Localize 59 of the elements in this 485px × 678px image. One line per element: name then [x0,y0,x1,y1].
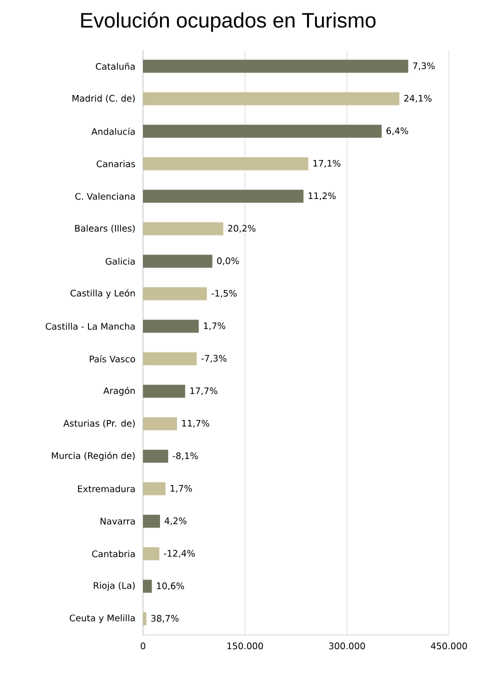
x-tick-label: 450.000 [430,642,467,650]
bar [143,287,207,300]
annotation: 4,2% [164,517,186,526]
y-tick-label: Castilla y León [70,289,135,298]
y-tick-label: Andalucía [91,128,135,135]
y-tick-label: Rioja (La) [94,582,135,591]
y-tick-label: Asturias (Pr. de) [63,420,135,428]
y-tick-label: Navarra [100,518,135,525]
bar [143,124,382,138]
bar [143,547,160,560]
y-tick-label: Extremadura [78,485,135,492]
x-tick-label: 0 [140,642,146,650]
chart-title: Evolución ocupados en Turismo [81,12,376,32]
x-tick-label: 300.000 [329,642,365,650]
y-tick-label: Aragón [103,386,135,396]
bar [143,450,168,463]
y-tick-label: Cataluña [96,62,135,70]
annotation: -7,3% [201,354,226,363]
y-tick-label: Cantabria [92,550,135,558]
x-tick-label: 150.000 [227,642,263,650]
bar [143,157,308,170]
annotation: 11,7% [182,420,210,428]
y-tick-label: Balears (Illes) [75,224,135,233]
bar [143,190,304,203]
bar [143,417,177,430]
bar [143,320,199,333]
bar [143,482,166,496]
y-tick-label: Madrid (C. de) [72,94,135,103]
bar [143,580,152,593]
bar [143,222,224,236]
bar [143,612,146,626]
annotation: 1,7% [204,322,226,330]
annotation: 10,6% [157,582,184,590]
bar [143,92,400,106]
bar [143,352,197,366]
annotation: 24,1% [404,94,432,103]
y-tick-label: País Vasco [90,355,136,362]
annotation: 6,4% [386,127,408,136]
annotation: 0,0% [217,257,239,266]
y-tick-label: Castilla - La Mancha [46,322,135,330]
y-tick-label: Galicia [106,258,135,265]
y-tick-label: Canarias [96,160,136,168]
y-tick-label: Murcia (Región de) [52,452,135,461]
annotation: 20,2% [228,224,256,233]
bar [143,514,160,528]
bar [143,60,408,73]
y-tick-label: C. Valenciana [75,192,135,200]
bar [143,254,212,268]
annotation: 7,3% [413,62,435,70]
bar [143,384,186,398]
annotation: 38,7% [151,614,179,623]
annotation: -1,5% [212,290,237,298]
annotation: -12,4% [164,550,195,558]
annotation: 11,2% [308,192,336,200]
y-tick-label: Ceuta y Melilla [70,614,135,624]
annotation: 1,7% [170,484,192,493]
annotation: 17,7% [190,387,218,396]
annotation: 17,1% [313,160,340,168]
annotation: -8,1% [172,452,198,460]
